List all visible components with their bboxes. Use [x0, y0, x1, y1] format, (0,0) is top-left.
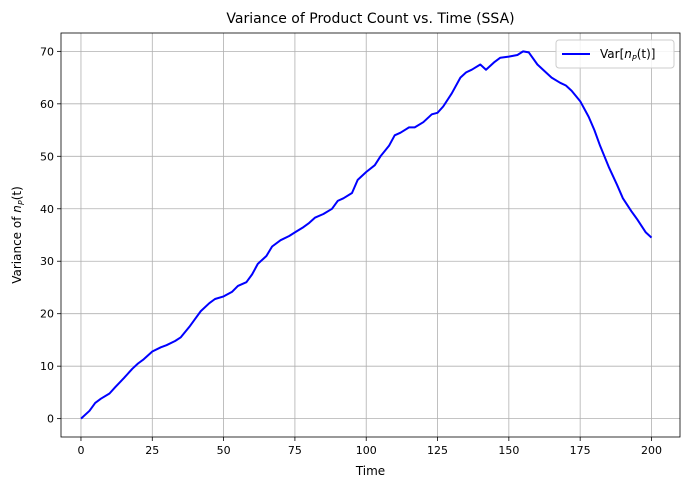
- x-tick-label: 125: [427, 444, 448, 457]
- y-tick-label: 20: [40, 308, 54, 321]
- series-layer: [80, 50, 653, 420]
- x-tick-label: 175: [570, 444, 591, 457]
- series-line-0: [80, 50, 653, 420]
- x-tick-label: 0: [77, 444, 84, 457]
- y-axis-label-var: n: [10, 205, 24, 213]
- legend-box: [555, 39, 675, 69]
- y-tick-label: 10: [40, 360, 54, 373]
- legend-entry: Var[nP(t)]: [600, 47, 655, 63]
- y-tick-label: 70: [40, 45, 54, 58]
- y-axis-label: Variance of nP(t): [10, 186, 26, 284]
- legend: Var[nP(t)]: [555, 39, 675, 69]
- x-tick-label: 200: [641, 444, 662, 457]
- y-axis-label-prefix: Variance of: [10, 213, 24, 284]
- y-tick-label: 60: [40, 98, 54, 111]
- ticks: 0 25 50 75 100 125 150 175 200 0 10 20 30 40 50 60 70: [40, 45, 662, 457]
- x-tick-label: 100: [356, 444, 377, 457]
- legend-sub: P: [632, 54, 637, 63]
- legend-var: n: [624, 47, 632, 61]
- y-tick-label: 30: [40, 255, 54, 268]
- chart-title: Variance of Product Count vs. Time (SSA): [226, 11, 514, 27]
- legend-suffix: (t)]: [637, 47, 656, 61]
- y-tick-label: 40: [40, 203, 54, 216]
- y-axis-label-suffix: (t): [10, 186, 24, 200]
- x-axis-label: Time: [355, 464, 385, 478]
- x-tick-label: 75: [288, 444, 302, 457]
- grid: [61, 33, 680, 437]
- legend-prefix: Var[: [600, 47, 624, 61]
- y-tick-label: 50: [40, 150, 54, 163]
- y-tick-label: 0: [47, 413, 54, 426]
- x-tick-label: 25: [145, 444, 159, 457]
- y-axis-label-sub: P: [17, 200, 26, 205]
- plot-frame: [60, 32, 681, 438]
- x-tick-label: 50: [217, 444, 231, 457]
- x-tick-label: 150: [498, 444, 519, 457]
